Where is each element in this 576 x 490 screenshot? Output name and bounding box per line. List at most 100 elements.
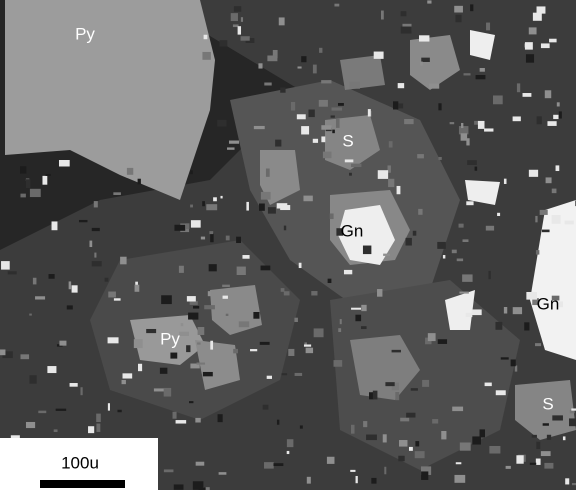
speckle xyxy=(20,354,30,360)
speckle xyxy=(349,172,352,176)
speckle xyxy=(541,229,550,233)
speckle xyxy=(360,326,367,330)
speckle xyxy=(415,441,420,447)
speckle xyxy=(529,462,537,465)
speckle xyxy=(273,463,284,467)
speckle xyxy=(47,366,57,374)
speckle xyxy=(427,0,432,4)
speckle xyxy=(442,255,446,259)
speckle xyxy=(178,265,184,273)
galena-grain xyxy=(470,30,495,60)
speckle xyxy=(428,83,440,89)
speckle xyxy=(25,179,31,188)
speckle xyxy=(312,64,317,74)
speckle xyxy=(200,236,206,240)
scale-bar-line xyxy=(40,480,125,488)
speckle xyxy=(196,362,206,365)
grain xyxy=(350,335,420,400)
speckle xyxy=(512,307,523,315)
speckle xyxy=(195,417,201,423)
speckle xyxy=(471,309,482,316)
speckle xyxy=(108,291,116,298)
speckle xyxy=(233,6,242,12)
speckle xyxy=(93,201,98,208)
speckle xyxy=(121,379,126,385)
speckle xyxy=(264,462,274,469)
speckle xyxy=(460,133,468,141)
speckle xyxy=(418,208,423,215)
speckle xyxy=(321,136,326,143)
speckle xyxy=(371,477,377,484)
speckle xyxy=(382,434,387,443)
speckle xyxy=(192,481,204,490)
speckle xyxy=(385,382,395,387)
speckle xyxy=(202,371,213,377)
speckle xyxy=(283,291,290,296)
speckle xyxy=(399,440,408,447)
speckle xyxy=(526,291,537,300)
speckle xyxy=(0,349,6,356)
speckle xyxy=(89,240,93,248)
speckle xyxy=(126,167,134,175)
speckle xyxy=(466,138,470,146)
speckle xyxy=(569,409,575,414)
speckle xyxy=(377,289,383,297)
speckle xyxy=(240,36,250,41)
speckle xyxy=(306,476,311,484)
speckle xyxy=(174,224,186,231)
speckle xyxy=(355,475,358,484)
speckle xyxy=(503,307,508,314)
speckle xyxy=(333,360,343,367)
speckle xyxy=(555,165,560,172)
scale-bar-label: 100u xyxy=(61,453,99,472)
galena-grain xyxy=(530,200,576,360)
speckle xyxy=(339,319,342,325)
speckle xyxy=(299,425,303,429)
speckle xyxy=(296,114,306,120)
speckle xyxy=(29,188,41,198)
speckle xyxy=(405,237,412,246)
galena-grain xyxy=(465,180,500,205)
speckle xyxy=(545,177,552,184)
speckle xyxy=(546,434,552,440)
speckle xyxy=(484,382,492,387)
speckle xyxy=(351,424,355,434)
speckle xyxy=(470,4,474,12)
speckle xyxy=(217,414,223,423)
speckle xyxy=(53,429,58,433)
speckle xyxy=(497,212,501,217)
speckle xyxy=(303,195,313,202)
pyrite-grain xyxy=(5,0,215,200)
speckle xyxy=(242,255,250,259)
speckle xyxy=(477,120,485,129)
speckle xyxy=(367,109,371,117)
speckle xyxy=(489,445,501,454)
speckle xyxy=(392,101,399,110)
speckle xyxy=(388,178,395,188)
speckle xyxy=(461,122,464,129)
speckle xyxy=(565,478,570,485)
speckle xyxy=(225,235,230,241)
speckle xyxy=(138,363,143,372)
speckle xyxy=(163,387,172,397)
speckle xyxy=(551,295,560,301)
speckle xyxy=(297,66,302,69)
speckle xyxy=(278,17,285,26)
speckle xyxy=(522,93,532,97)
mineral-label: Py xyxy=(75,24,95,43)
speckle xyxy=(210,233,214,243)
speckle xyxy=(524,42,533,50)
speckle xyxy=(222,295,228,299)
speckle xyxy=(553,114,559,120)
speckle xyxy=(321,125,332,130)
speckle xyxy=(338,328,342,333)
speckle xyxy=(337,102,344,106)
speckle xyxy=(222,284,230,288)
speckle xyxy=(288,348,295,356)
speckle xyxy=(304,342,307,345)
speckle xyxy=(204,305,215,310)
speckle xyxy=(217,119,227,127)
speckle xyxy=(159,367,168,374)
speckle xyxy=(202,201,205,207)
speckle xyxy=(305,347,314,354)
